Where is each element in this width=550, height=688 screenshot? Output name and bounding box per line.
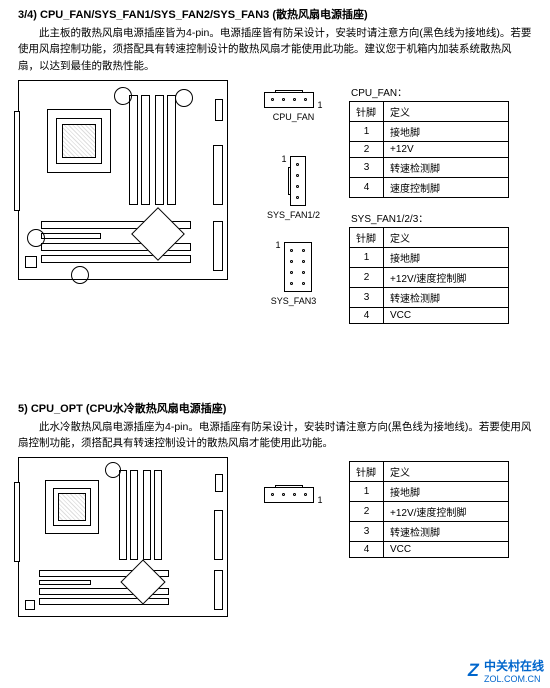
table-row: 1接地脚 — [350, 482, 509, 502]
pin1-cpu-fan: 1 — [317, 100, 322, 110]
table-title-cpu: CPU_FAN： — [351, 84, 532, 99]
motherboard-diagram-34 — [18, 80, 228, 280]
th: 定义 — [384, 462, 509, 482]
section-34: 3/4) CPU_FAN/SYS_FAN1/SYS_FAN2/SYS_FAN3 … — [0, 0, 550, 324]
table-row: 4速度控制脚 — [350, 177, 509, 197]
table-row: 3转速检测脚 — [350, 157, 509, 177]
heading-34: 3/4) CPU_FAN/SYS_FAN1/SYS_FAN2/SYS_FAN3 … — [18, 6, 532, 22]
table-col-34: CPU_FAN： 针脚定义 1接地脚 2+12V 3转速检测脚 4速度控制脚 S… — [349, 80, 532, 324]
connector-col-5: 1 — [246, 457, 341, 617]
pin1-sys3: 1 — [275, 240, 280, 250]
connector-col-34: 1 CPU_FAN 1 SYS_FAN1/2 — [246, 80, 341, 324]
th: 针脚 — [350, 101, 384, 121]
connector-cpu-fan — [264, 92, 314, 108]
th: 定义 — [384, 227, 509, 247]
watermark: Z 中关村在线 ZOL.COM.CN — [468, 657, 544, 684]
table-title-sys: SYS_FAN1/2/3： — [351, 210, 532, 225]
table-row: 1接地脚 — [350, 121, 509, 141]
table-row: 3转速检测脚 — [350, 522, 509, 542]
connector-sys-fan3 — [284, 242, 312, 292]
table-col-5: 针脚定义 1接地脚 2+12V/速度控制脚 3转速检测脚 4VCC — [349, 457, 532, 617]
pin1-sys12: 1 — [281, 154, 286, 164]
body-34: 此主板的散热风扇电源插座皆为4-pin。电源插座皆有防呆设计，安装时请注意方向(… — [18, 25, 532, 74]
th: 针脚 — [350, 227, 384, 247]
table-cpu-opt: 针脚定义 1接地脚 2+12V/速度控制脚 3转速检测脚 4VCC — [349, 461, 509, 558]
row-5: 1 针脚定义 1接地脚 2+12V/速度控制脚 3转速检测脚 4VCC — [18, 457, 532, 617]
th: 定义 — [384, 101, 509, 121]
label-cpu-fan: CPU_FAN — [273, 112, 315, 122]
table-row: 4VCC — [350, 542, 509, 558]
table-row: 2+12V/速度控制脚 — [350, 267, 509, 287]
watermark-brand: 中关村在线 — [484, 659, 544, 673]
table-sys-fan: 针脚定义 1接地脚 2+12V/速度控制脚 3转速检测脚 4VCC — [349, 227, 509, 324]
table-row: 4VCC — [350, 307, 509, 323]
table-row: 2+12V/速度控制脚 — [350, 502, 509, 522]
table-row: 3转速检测脚 — [350, 287, 509, 307]
row-34: 1 CPU_FAN 1 SYS_FAN1/2 — [18, 80, 532, 324]
mobo-col-34 — [18, 80, 238, 324]
watermark-url: ZOL.COM.CN — [484, 674, 544, 684]
th: 针脚 — [350, 462, 384, 482]
connector-sys-fan12 — [290, 156, 306, 206]
body-5: 此水冷散热风扇电源插座为4-pin。电源插座有防呆设计，安装时请注意方向(黑色线… — [18, 419, 532, 452]
heading-5: 5) CPU_OPT (CPU水冷散热风扇电源插座) — [18, 400, 532, 416]
connector-cpu-opt — [264, 487, 314, 503]
motherboard-diagram-5 — [18, 457, 228, 617]
table-row: 2+12V — [350, 141, 509, 157]
mobo-col-5 — [18, 457, 238, 617]
watermark-z: Z — [466, 660, 481, 681]
section-5: 5) CPU_OPT (CPU水冷散热风扇电源插座) 此水冷散热风扇电源插座为4… — [0, 394, 550, 618]
table-row: 1接地脚 — [350, 247, 509, 267]
label-sys12: SYS_FAN1/2 — [267, 210, 320, 220]
table-cpu-fan: 针脚定义 1接地脚 2+12V 3转速检测脚 4速度控制脚 — [349, 101, 509, 198]
label-sys3: SYS_FAN3 — [271, 296, 317, 306]
pin1-cpu-opt: 1 — [317, 495, 322, 505]
